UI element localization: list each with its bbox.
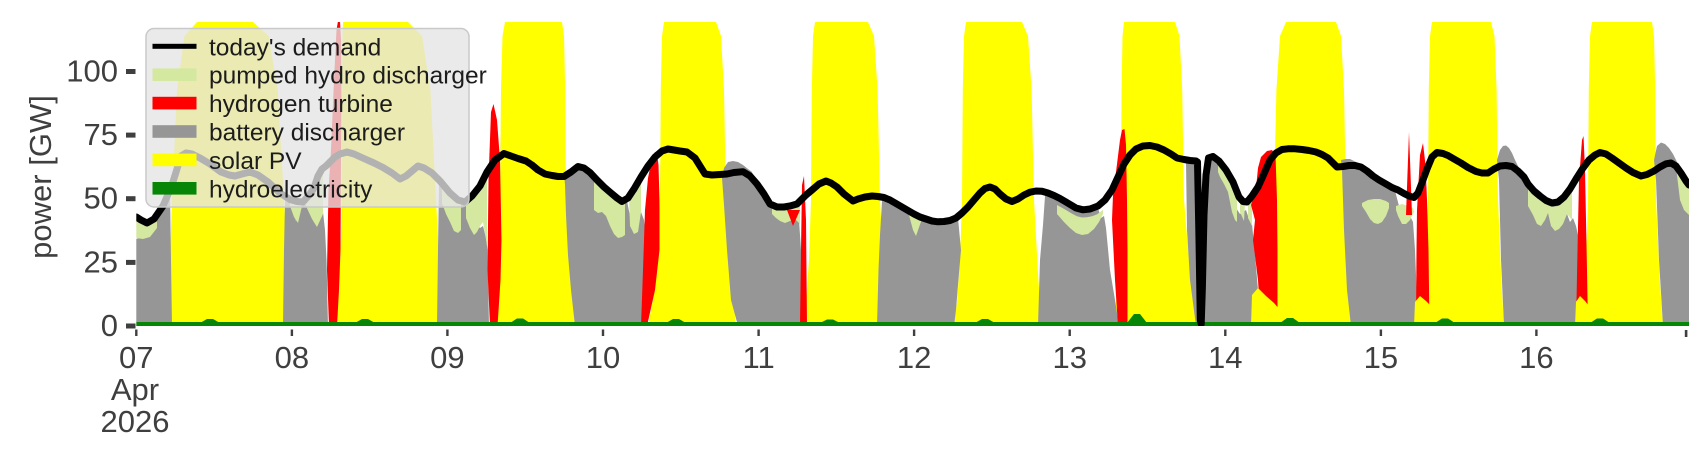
- svg-text:2026: 2026: [101, 404, 170, 439]
- svg-text:hydroelectricity: hydroelectricity: [209, 176, 373, 203]
- svg-text:10: 10: [586, 340, 620, 375]
- svg-text:today's demand: today's demand: [209, 34, 381, 61]
- svg-text:13: 13: [1052, 340, 1086, 375]
- svg-text:power [GW]: power [GW]: [23, 95, 58, 259]
- svg-text:14: 14: [1208, 340, 1242, 375]
- svg-text:11: 11: [743, 340, 775, 375]
- svg-text:16: 16: [1519, 340, 1553, 375]
- svg-text:15: 15: [1364, 340, 1398, 375]
- svg-text:hydrogen turbine: hydrogen turbine: [209, 91, 393, 118]
- svg-text:battery discharger: battery discharger: [209, 120, 405, 147]
- svg-text:08: 08: [275, 340, 309, 375]
- svg-text:09: 09: [430, 340, 464, 375]
- svg-text:Apr: Apr: [111, 372, 159, 407]
- svg-text:75: 75: [84, 117, 118, 152]
- svg-text:50: 50: [84, 181, 118, 216]
- svg-text:12: 12: [897, 340, 931, 375]
- svg-text:07: 07: [119, 340, 153, 375]
- svg-text:0: 0: [101, 308, 118, 343]
- svg-text:100: 100: [66, 54, 118, 89]
- svg-text:25: 25: [84, 244, 118, 279]
- svg-text:solar PV: solar PV: [209, 148, 302, 175]
- svg-text:pumped hydro discharger: pumped hydro discharger: [209, 63, 487, 90]
